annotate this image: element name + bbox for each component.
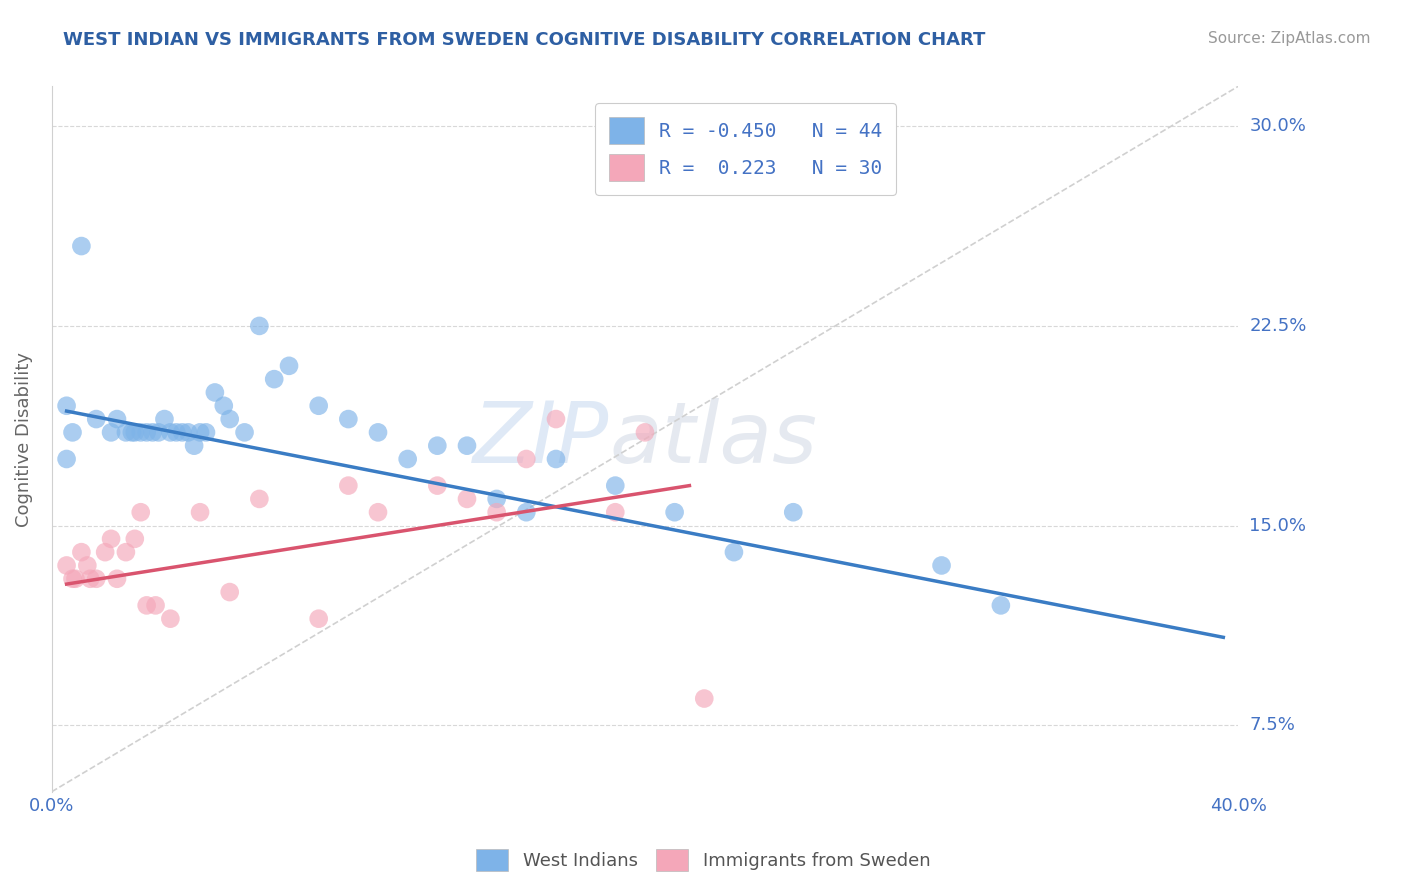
Point <box>105 412 128 426</box>
Point <box>70 545 93 559</box>
Point <box>605 478 627 492</box>
Point <box>456 491 478 506</box>
Point <box>195 425 218 440</box>
Text: atlas: atlas <box>609 398 817 481</box>
Point <box>782 505 804 519</box>
Point <box>990 599 1012 613</box>
Point <box>76 558 98 573</box>
Point <box>142 425 165 440</box>
Point <box>367 505 389 519</box>
Point <box>55 399 77 413</box>
Text: 15.0%: 15.0% <box>1250 516 1306 534</box>
Legend: West Indians, Immigrants from Sweden: West Indians, Immigrants from Sweden <box>468 842 938 879</box>
Point <box>79 572 101 586</box>
Point <box>62 572 84 586</box>
Point <box>135 599 157 613</box>
Point <box>664 505 686 519</box>
Point <box>55 558 77 573</box>
Text: 30.0%: 30.0% <box>1250 117 1306 136</box>
Point <box>100 532 122 546</box>
Point <box>233 425 256 440</box>
Point <box>153 412 176 426</box>
Point <box>605 505 627 519</box>
Point <box>84 412 107 426</box>
Point <box>396 452 419 467</box>
Point <box>337 412 360 426</box>
Point <box>485 505 508 519</box>
Point <box>188 505 211 519</box>
Point <box>634 425 657 440</box>
Point <box>367 425 389 440</box>
Point <box>485 491 508 506</box>
Point <box>94 545 117 559</box>
Legend: R = -0.450   N = 44, R =  0.223   N = 30: R = -0.450 N = 44, R = 0.223 N = 30 <box>595 103 896 195</box>
Text: 22.5%: 22.5% <box>1250 317 1306 334</box>
Point <box>145 599 167 613</box>
Point <box>159 612 181 626</box>
Point <box>931 558 953 573</box>
Point <box>426 478 449 492</box>
Text: WEST INDIAN VS IMMIGRANTS FROM SWEDEN COGNITIVE DISABILITY CORRELATION CHART: WEST INDIAN VS IMMIGRANTS FROM SWEDEN CO… <box>63 31 986 49</box>
Point <box>183 439 205 453</box>
Point <box>218 412 240 426</box>
Point <box>247 318 270 333</box>
Point <box>84 572 107 586</box>
Point <box>65 572 87 586</box>
Point <box>456 439 478 453</box>
Point <box>247 491 270 506</box>
Point <box>204 385 226 400</box>
Point <box>278 359 301 373</box>
Point <box>129 505 152 519</box>
Point <box>124 425 146 440</box>
Point <box>426 439 449 453</box>
Point <box>115 545 138 559</box>
Point <box>188 425 211 440</box>
Point <box>263 372 285 386</box>
Point <box>308 399 330 413</box>
Point <box>212 399 235 413</box>
Point <box>165 425 187 440</box>
Point <box>693 691 716 706</box>
Point <box>148 425 170 440</box>
Text: 7.5%: 7.5% <box>1250 716 1295 734</box>
Point <box>544 412 567 426</box>
Point <box>55 452 77 467</box>
Y-axis label: Cognitive Disability: Cognitive Disability <box>15 351 32 526</box>
Point <box>115 425 138 440</box>
Point <box>159 425 181 440</box>
Text: ZIP: ZIP <box>472 398 609 481</box>
Point <box>218 585 240 599</box>
Point <box>337 478 360 492</box>
Point <box>544 452 567 467</box>
Text: Source: ZipAtlas.com: Source: ZipAtlas.com <box>1208 31 1371 46</box>
Point <box>105 572 128 586</box>
Point <box>515 452 537 467</box>
Point <box>723 545 745 559</box>
Point <box>172 425 194 440</box>
Point <box>515 505 537 519</box>
Point <box>124 532 146 546</box>
Point <box>177 425 200 440</box>
Point <box>121 425 143 440</box>
Point <box>308 612 330 626</box>
Point <box>100 425 122 440</box>
Point <box>129 425 152 440</box>
Point <box>62 425 84 440</box>
Point <box>135 425 157 440</box>
Point <box>70 239 93 253</box>
